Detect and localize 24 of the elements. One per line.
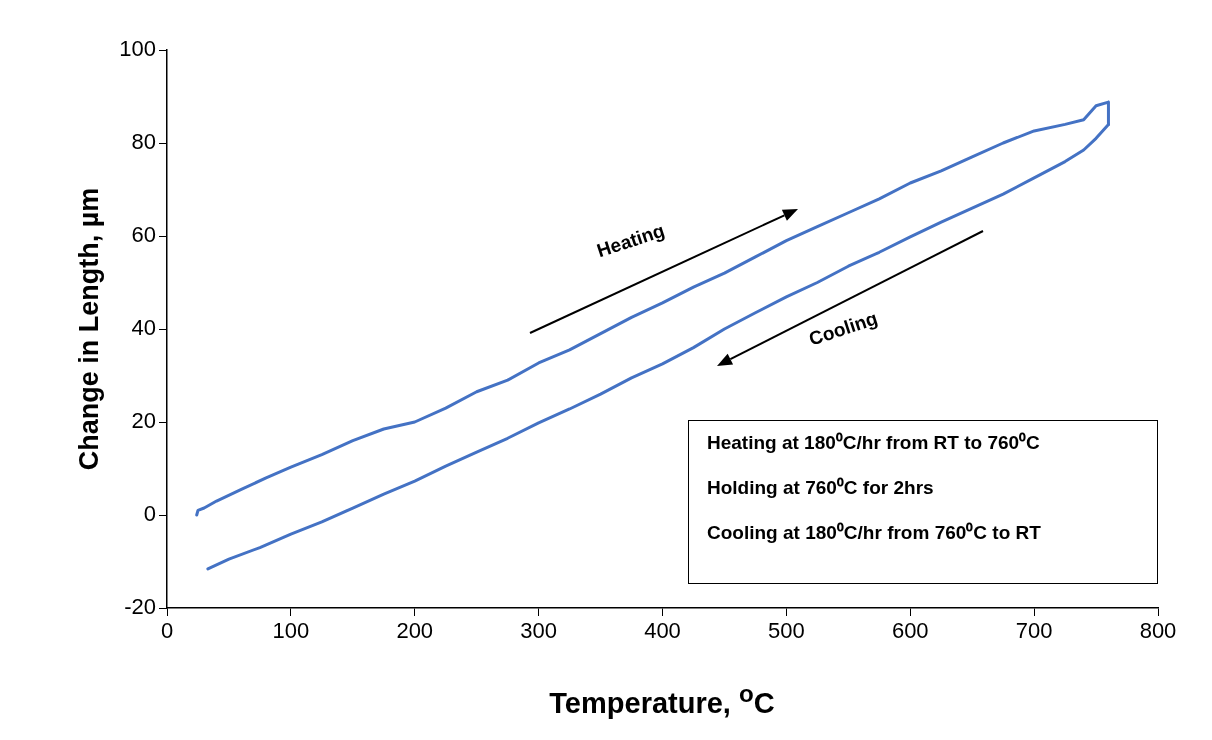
y-tick-label: 100: [119, 36, 156, 62]
x-tick-label: 100: [272, 618, 310, 644]
y-tick-label: 60: [131, 222, 156, 248]
x-tick-label: 0: [160, 618, 174, 644]
x-tick-label: 400: [644, 618, 681, 644]
annotation: Cooling at 180⁰C/hr from 760⁰C to RT: [707, 521, 1042, 545]
y-tick-label: 80: [131, 129, 156, 155]
x-tick-label: 600: [891, 618, 929, 644]
y-tick-label: 0: [143, 501, 156, 527]
y-axis-title: Change in Length, µm: [73, 187, 105, 471]
x-axis-title: Temperature, $^{o}$C: [548, 680, 776, 720]
annotation: Heating: [594, 219, 668, 263]
x-tick-label: 300: [520, 618, 557, 644]
x-tick-label: 800: [1139, 618, 1177, 644]
annotation: Holding at 760⁰C for 2hrs: [707, 476, 935, 500]
x-tick-label: 200: [396, 618, 434, 644]
annotation: Cooling: [806, 307, 881, 351]
y-tick-label: -20: [124, 594, 156, 620]
y-tick-label: 40: [131, 315, 156, 341]
annotation: Heating at 180⁰C/hr from RT to 760⁰C: [707, 431, 1041, 455]
x-tick-label: 500: [768, 618, 805, 644]
x-tick-label: 700: [1015, 618, 1053, 644]
y-tick-label: 20: [131, 408, 156, 434]
text-box: Heating at 180⁰C/hr from RT to 760⁰C Holding at 760⁰C for 2hrs Cooling at 180⁰C/hr from 760⁰C to RT: [688, 420, 1158, 584]
